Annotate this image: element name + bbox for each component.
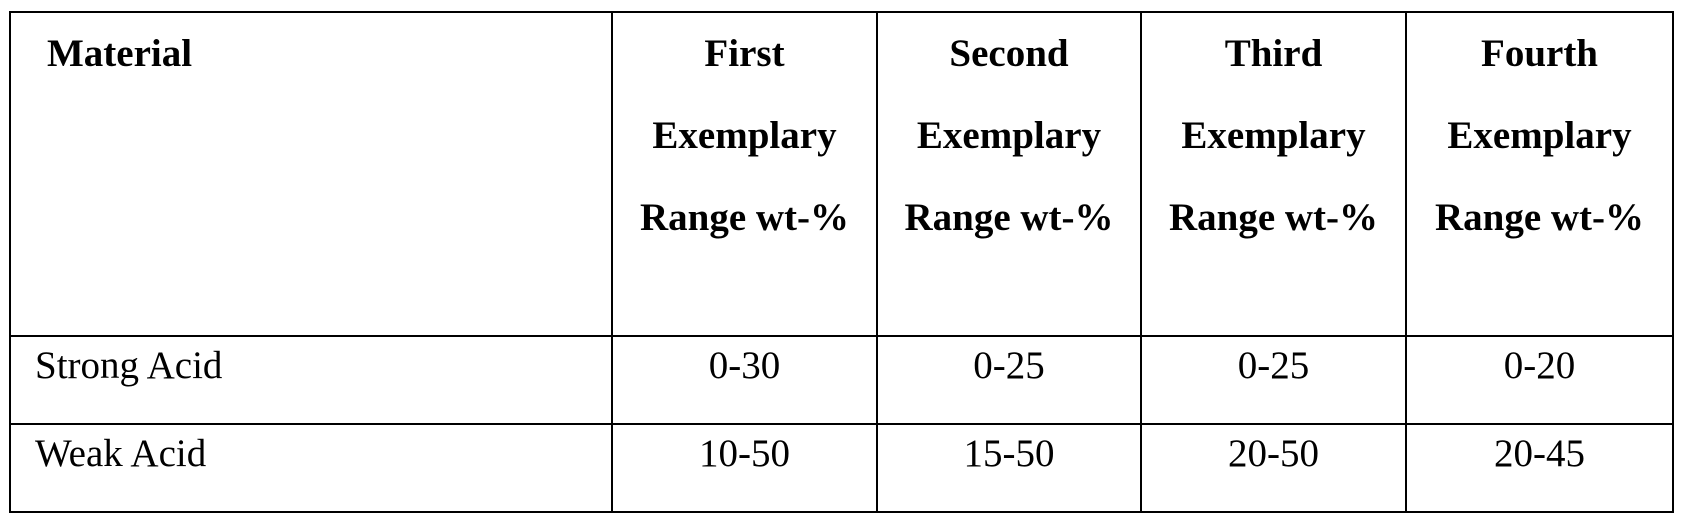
cell: 15-50 (877, 424, 1141, 512)
cell: 0-25 (1141, 336, 1406, 424)
header-cell: Material (10, 12, 612, 336)
cell: 20-45 (1406, 424, 1673, 512)
table-body: Strong Acid0-300-250-250-20Weak Acid10-5… (10, 336, 1673, 512)
cell: 0-25 (877, 336, 1141, 424)
table-row: Strong Acid0-300-250-250-20 (10, 336, 1673, 424)
cell: 0-30 (612, 336, 877, 424)
header-cell: Second Exemplary Range wt-% (877, 12, 1141, 336)
table-row: Weak Acid10-5015-5020-5020-45 (10, 424, 1673, 512)
header-row: MaterialFirst Exemplary Range wt-%Second… (10, 12, 1673, 336)
data-table: MaterialFirst Exemplary Range wt-%Second… (9, 11, 1674, 513)
cell: 10-50 (612, 424, 877, 512)
header-cell: Third Exemplary Range wt-% (1141, 12, 1406, 336)
row-label: Strong Acid (10, 336, 612, 424)
row-label: Weak Acid (10, 424, 612, 512)
header-cell: Fourth Exemplary Range wt-% (1406, 12, 1673, 336)
cell: 20-50 (1141, 424, 1406, 512)
header-cell: First Exemplary Range wt-% (612, 12, 877, 336)
cell: 0-20 (1406, 336, 1673, 424)
